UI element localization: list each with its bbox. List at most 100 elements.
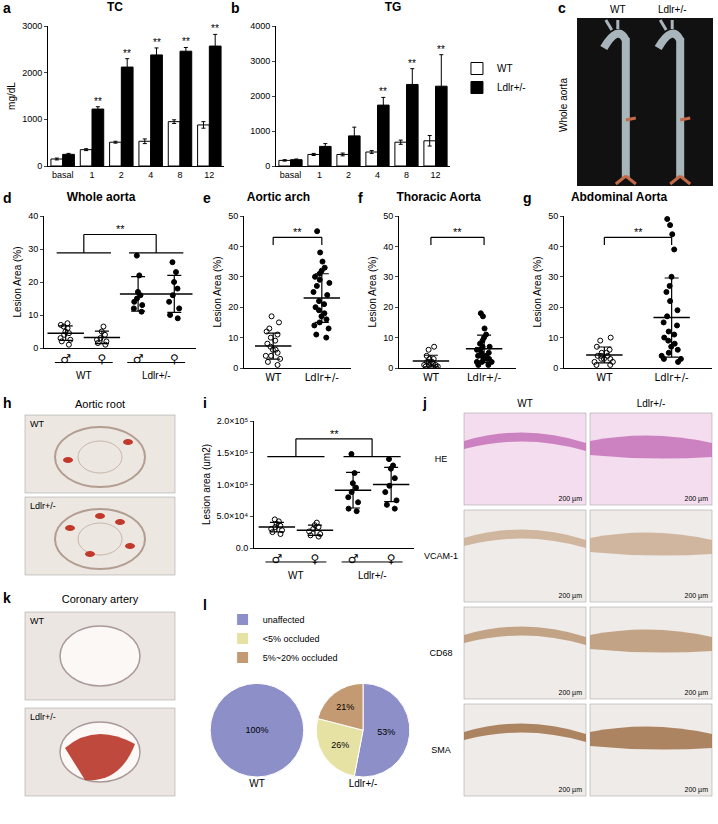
svg-text:1.0×10⁵: 1.0×10⁵ xyxy=(217,480,249,490)
svg-text:12: 12 xyxy=(430,170,440,180)
svg-text:Ldlr+/-: Ldlr+/- xyxy=(142,370,171,381)
svg-text:Thoracic Aorta: Thoracic Aorta xyxy=(396,190,481,204)
svg-text:50: 50 xyxy=(383,211,393,221)
svg-text:Lesion Area (%): Lesion Area (%) xyxy=(367,256,378,327)
svg-text:Abdominal Aorta: Abdominal Aorta xyxy=(571,190,668,204)
svg-text:<5% occluded: <5% occluded xyxy=(263,634,320,644)
svg-text:WT: WT xyxy=(265,372,282,383)
svg-text:20: 20 xyxy=(548,302,558,312)
svg-text:**: ** xyxy=(94,96,102,107)
svg-text:Lesion Area (%): Lesion Area (%) xyxy=(212,256,223,327)
svg-text:8: 8 xyxy=(404,170,409,180)
svg-text:Ldlr+/-: Ldlr+/- xyxy=(637,398,666,409)
svg-text:♂: ♂ xyxy=(60,352,71,366)
svg-text:Ldlr+/-: Ldlr+/- xyxy=(30,501,56,511)
svg-text:Ldlr+/-: Ldlr+/- xyxy=(467,372,502,383)
svg-text:**: ** xyxy=(123,48,131,59)
svg-text:Ldlr+/-: Ldlr+/- xyxy=(497,82,526,93)
svg-text:Whole aorta: Whole aorta xyxy=(558,78,569,132)
svg-text:Lesion area (um2): Lesion area (um2) xyxy=(201,444,212,525)
svg-text:4000: 4000 xyxy=(250,21,270,31)
svg-text:40: 40 xyxy=(383,242,393,252)
svg-text:0: 0 xyxy=(265,161,270,171)
svg-text:20: 20 xyxy=(228,302,238,312)
svg-text:200 µm: 200 µm xyxy=(685,592,709,600)
svg-text:30: 30 xyxy=(383,272,393,282)
svg-text:2: 2 xyxy=(119,170,124,180)
svg-text:40: 40 xyxy=(28,211,38,221)
svg-text:Ldlr+/-: Ldlr+/- xyxy=(30,712,56,722)
svg-text:WT: WT xyxy=(30,419,44,429)
svg-text:HE: HE xyxy=(435,454,448,464)
svg-text:100%: 100% xyxy=(245,725,268,735)
svg-text:WT: WT xyxy=(76,370,92,381)
svg-text:200 µm: 200 µm xyxy=(559,592,583,600)
svg-text:200 µm: 200 µm xyxy=(685,495,709,503)
svg-text:Coronary artery: Coronary artery xyxy=(62,593,139,605)
svg-text:**: ** xyxy=(116,223,125,235)
svg-text:0: 0 xyxy=(33,343,38,353)
svg-text:Aortic arch: Aortic arch xyxy=(247,190,310,204)
svg-text:1000: 1000 xyxy=(22,114,42,124)
svg-text:**: ** xyxy=(330,428,339,440)
svg-text:200 µm: 200 µm xyxy=(559,495,583,503)
svg-text:♀: ♀ xyxy=(311,552,320,566)
svg-text:5.0×10⁴: 5.0×10⁴ xyxy=(217,511,249,521)
svg-text:unaffected: unaffected xyxy=(263,615,305,625)
svg-text:20: 20 xyxy=(28,277,38,287)
svg-text:basal: basal xyxy=(280,170,302,180)
svg-text:1000: 1000 xyxy=(250,126,270,136)
svg-text:♀: ♀ xyxy=(98,352,107,366)
svg-text:2000: 2000 xyxy=(250,91,270,101)
svg-text:30: 30 xyxy=(228,272,238,282)
svg-text:1: 1 xyxy=(89,170,94,180)
svg-text:2000: 2000 xyxy=(22,68,42,78)
svg-text:VCAM-1: VCAM-1 xyxy=(424,551,458,561)
svg-text:5%~20% occluded: 5%~20% occluded xyxy=(263,653,338,663)
svg-text:0: 0 xyxy=(37,161,42,171)
svg-text:200 µm: 200 µm xyxy=(685,786,709,794)
svg-text:♂: ♂ xyxy=(348,552,359,566)
svg-text:**: ** xyxy=(453,226,462,238)
svg-text:mg/dL: mg/dL xyxy=(6,82,17,110)
svg-text:Ldlr+/-: Ldlr+/- xyxy=(305,372,340,383)
svg-text:10: 10 xyxy=(28,310,38,320)
svg-text:40: 40 xyxy=(548,242,558,252)
svg-text:10: 10 xyxy=(228,333,238,343)
svg-text:0: 0 xyxy=(233,363,238,373)
svg-text:Ldlr+/-: Ldlr+/- xyxy=(658,4,687,15)
svg-text:Ldlr+/-: Ldlr+/- xyxy=(655,372,690,383)
svg-text:4: 4 xyxy=(148,170,153,180)
svg-text:50: 50 xyxy=(228,211,238,221)
svg-text:**: ** xyxy=(634,226,643,238)
svg-text:Ldlr+/-: Ldlr+/- xyxy=(349,778,378,789)
svg-text:Ldlr+/-: Ldlr+/- xyxy=(358,570,387,581)
svg-text:21%: 21% xyxy=(336,702,354,712)
svg-text:**: ** xyxy=(408,58,416,69)
svg-text:Whole aorta: Whole aorta xyxy=(67,190,136,204)
svg-text:**: ** xyxy=(182,36,190,47)
svg-text:10: 10 xyxy=(548,333,558,343)
svg-text:1.5×10⁵: 1.5×10⁵ xyxy=(217,448,249,458)
svg-text:0.0: 0.0 xyxy=(236,543,249,553)
svg-text:200 µm: 200 µm xyxy=(685,689,709,697)
svg-text:1: 1 xyxy=(317,170,322,180)
svg-text:WT: WT xyxy=(596,372,613,383)
svg-text:**: ** xyxy=(153,37,161,48)
svg-text:30: 30 xyxy=(28,244,38,254)
svg-text:♀: ♀ xyxy=(170,352,179,366)
svg-text:200 µm: 200 µm xyxy=(559,786,583,794)
svg-text:0: 0 xyxy=(388,363,393,373)
svg-text:**: ** xyxy=(437,44,445,55)
svg-text:50: 50 xyxy=(548,211,558,221)
svg-text:WT: WT xyxy=(517,398,533,409)
svg-text:**: ** xyxy=(293,226,302,238)
svg-text:20: 20 xyxy=(383,302,393,312)
svg-text:WT: WT xyxy=(497,63,513,74)
svg-text:30: 30 xyxy=(548,272,558,282)
svg-text:40: 40 xyxy=(228,242,238,252)
svg-text:10: 10 xyxy=(383,333,393,343)
svg-text:4: 4 xyxy=(375,170,380,180)
svg-text:♂: ♂ xyxy=(271,552,282,566)
svg-text:♂: ♂ xyxy=(133,352,144,366)
